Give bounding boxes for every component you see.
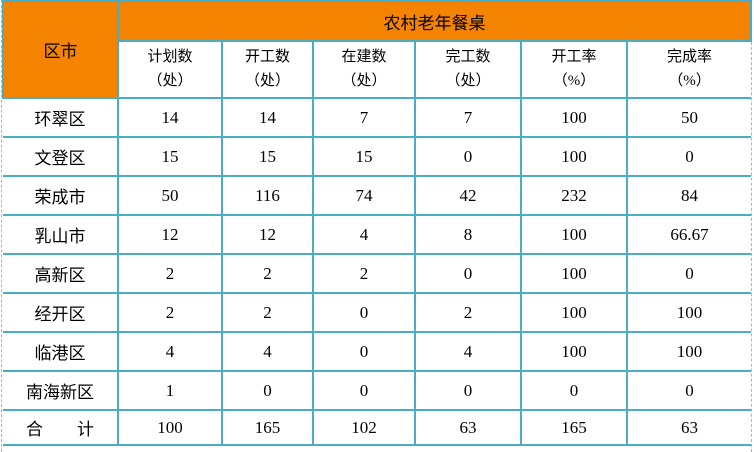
cell: 100 [625, 331, 752, 372]
cell: 232 [520, 175, 628, 216]
table-row: 文登区 15 15 15 0 100 0 [3, 136, 752, 177]
column-header-completion-rate: 完成率 （%） [625, 41, 752, 99]
cell: 2 [221, 292, 314, 333]
row-label: 文登区 [3, 136, 119, 177]
cell: 100 [625, 292, 752, 333]
cell: 2 [312, 253, 416, 294]
row-label: 高新区 [3, 253, 119, 294]
cell: 84 [625, 175, 752, 216]
cell: 15 [312, 136, 416, 177]
cell: 100 [117, 409, 223, 446]
cell: 4 [414, 331, 522, 372]
cell: 100 [520, 253, 628, 294]
cell: 0 [625, 370, 752, 411]
row-label: 临港区 [3, 331, 119, 372]
cell: 0 [625, 253, 752, 294]
cell: 102 [312, 409, 416, 446]
cell: 4 [312, 214, 416, 255]
column-header-started: 开工数 （处） [221, 41, 314, 99]
cell: 0 [520, 370, 628, 411]
cell: 7 [414, 97, 522, 138]
row-label: 环翠区 [3, 97, 119, 138]
table-row: 临港区 4 4 0 4 100 100 [3, 331, 752, 372]
cell: 0 [312, 292, 416, 333]
cell: 100 [520, 97, 628, 138]
row-label-total: 合 计 [3, 409, 119, 446]
cell: 0 [625, 136, 752, 177]
cell: 14 [117, 97, 223, 138]
cell: 100 [520, 292, 628, 333]
cell: 165 [221, 409, 314, 446]
cell: 100 [520, 136, 628, 177]
corner-header-cell: 区市 [2, 0, 119, 99]
cell: 165 [520, 409, 628, 446]
cell: 12 [221, 214, 314, 255]
row-label: 荣成市 [3, 175, 119, 216]
table-row-total: 合 计 100 165 102 63 165 63 [3, 409, 752, 446]
header-band-row: 区市 农村老年餐桌 [2, 0, 753, 99]
cell: 63 [414, 409, 522, 446]
row-label: 经开区 [3, 292, 119, 333]
table-row: 南海新区 1 0 0 0 0 0 [3, 370, 752, 411]
cell: 50 [625, 97, 752, 138]
cell: 4 [117, 331, 223, 372]
column-header-start-rate: 开工率 （%） [520, 41, 628, 99]
page-break-line-right [751, 42, 752, 452]
cell: 0 [414, 136, 522, 177]
cell: 2 [414, 292, 522, 333]
cell: 1 [117, 370, 223, 411]
group-header-cell: 农村老年餐桌 [116, 0, 753, 42]
cell: 7 [312, 97, 416, 138]
cell: 74 [312, 175, 416, 216]
cell: 100 [520, 331, 628, 372]
page-break-line-left [1, 0, 2, 452]
table-row: 荣成市 50 116 74 42 232 84 [3, 175, 752, 216]
cell: 15 [221, 136, 314, 177]
table-row: 经开区 2 2 0 2 100 100 [3, 292, 752, 333]
cell: 50 [117, 175, 223, 216]
column-header-planned: 计划数 （处） [117, 41, 223, 99]
table-row: 乳山市 12 12 4 8 100 66.67 [3, 214, 752, 255]
column-header-completed: 完工数 （处） [414, 41, 522, 99]
cell: 14 [221, 97, 314, 138]
cell: 66.67 [625, 214, 752, 255]
cell: 63 [625, 409, 752, 446]
cell: 42 [414, 175, 522, 216]
row-label: 南海新区 [3, 370, 119, 411]
cell: 4 [221, 331, 314, 372]
cell: 2 [117, 292, 223, 333]
cell: 15 [117, 136, 223, 177]
cell: 12 [117, 214, 223, 255]
table-row: 环翠区 14 14 7 7 100 50 [3, 97, 752, 138]
cell: 2 [221, 253, 314, 294]
cell: 0 [414, 253, 522, 294]
cell: 0 [312, 370, 416, 411]
column-header-under-construction: 在建数 （处） [312, 41, 416, 99]
cell: 0 [414, 370, 522, 411]
cell: 116 [221, 175, 314, 216]
cell: 100 [520, 214, 628, 255]
column-header-row: 计划数 （处） 开工数 （处） 在建数 （处） 完工数 （处） 开工率 （%） … [3, 41, 752, 99]
cell: 0 [312, 331, 416, 372]
table-row: 高新区 2 2 2 0 100 0 [3, 253, 752, 294]
cell: 2 [117, 253, 223, 294]
cell: 0 [221, 370, 314, 411]
row-label: 乳山市 [3, 214, 119, 255]
cell: 8 [414, 214, 522, 255]
